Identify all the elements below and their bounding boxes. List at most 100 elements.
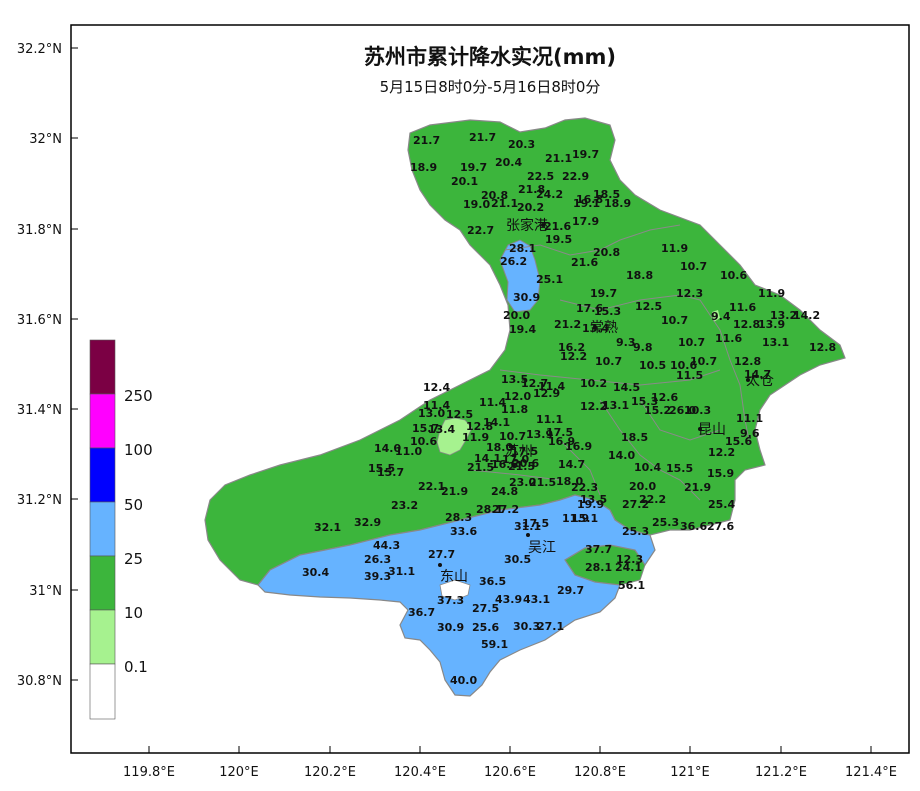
station-value: 13.2 <box>770 309 797 322</box>
station-value: 19.7 <box>460 161 487 174</box>
station-value: 24.2 <box>536 188 563 201</box>
station-value: 10.4 <box>634 461 661 474</box>
station-value: 44.3 <box>373 539 400 552</box>
legend-swatch-25-50 <box>89 501 116 557</box>
station-value: 21.9 <box>684 481 711 494</box>
station-value: 19.1 <box>573 197 600 210</box>
station-value: 13.5 <box>580 493 607 506</box>
station-value: 11.4 <box>538 380 565 393</box>
city-label-suzhou: 苏州 <box>505 444 533 460</box>
station-value: 40.0 <box>450 674 477 687</box>
station-value: 10.7 <box>595 355 622 368</box>
station-value: 22.2 <box>639 493 666 506</box>
lon-label: 120°E <box>219 765 259 780</box>
station-values: 21.7 21.720.318.9 19.7 20.4 21.1 19.720.1 22.5… <box>302 131 836 687</box>
station-value: 12.2 <box>580 400 607 413</box>
station-value: 11.8 <box>501 403 528 416</box>
lon-label: 120.8°E <box>574 765 626 780</box>
station-value: 12.0 <box>504 390 531 403</box>
station-value: 12.8 <box>809 341 836 354</box>
station-value: 12.6 <box>651 391 678 404</box>
station-value: 22.5 <box>527 170 554 183</box>
station-value: 43.9 <box>495 593 522 606</box>
station-value: 21.7 <box>413 134 440 147</box>
station-value: 12.5 <box>635 300 662 313</box>
station-value: 12.4 <box>423 381 450 394</box>
station-value: 30.3 <box>513 620 540 633</box>
station-value: 12.7 <box>521 377 548 390</box>
station-value: 19.9 <box>577 498 604 511</box>
station-value: 20.1 <box>451 175 478 188</box>
county-boundaries <box>469 224 751 501</box>
city-label-taicang: 太仓 <box>746 373 774 389</box>
station-value: 26.0 <box>669 404 696 417</box>
lat-label: 31.8°N <box>17 223 62 238</box>
station-value: 30.9 <box>513 291 540 304</box>
station-value: 22.3 <box>571 481 598 494</box>
lat-label: 31.4°N <box>17 403 62 418</box>
station-value: 21.1 <box>491 197 518 210</box>
legend-swatch-0-0.1 <box>89 663 116 720</box>
lon-ticks <box>148 746 872 753</box>
station-value: 13.1 <box>602 399 629 412</box>
lon-label: 120.4°E <box>394 765 446 780</box>
city-label-wujiang: 吴江 <box>528 540 556 556</box>
station-value: 10.5 <box>639 359 666 372</box>
lon-label: 121.2°E <box>755 765 807 780</box>
city-label-dongshan: 东山 <box>440 569 468 585</box>
lon-label: 120.2°E <box>304 765 356 780</box>
city-dot <box>541 223 545 227</box>
station-value: 13.4 <box>428 423 455 436</box>
legend-label: 100 <box>124 441 153 459</box>
lat-ticks <box>71 47 78 681</box>
station-value: 20.8 <box>481 189 508 202</box>
station-value: 30.5 <box>504 553 531 566</box>
map-title: 苏州市累计降水实况(mm) <box>364 45 616 69</box>
station-value: 20.0 <box>503 309 530 322</box>
station-value: 19.4 <box>509 323 536 336</box>
station-value: 26.3 <box>364 553 391 566</box>
lat-label: 31.6°N <box>17 313 62 328</box>
station-value: 25.1 <box>536 273 563 286</box>
city-dot <box>526 533 530 537</box>
station-value: 27.2 <box>622 498 649 511</box>
station-value: 9.4 <box>711 310 731 323</box>
city-dot <box>510 445 514 449</box>
station-value: 25.3 <box>652 516 679 529</box>
legend-swatch-10-25 <box>89 555 116 611</box>
station-value: 10.7 <box>680 260 707 273</box>
station-value: 9.8 <box>633 341 653 354</box>
station-value: 37.3 <box>437 594 464 607</box>
station-value: 27.2 <box>492 503 519 516</box>
station-value: 28.1 <box>476 503 503 516</box>
station-value: 10.7 <box>678 336 705 349</box>
station-value: 11.4 <box>479 396 506 409</box>
lat-label: 30.8°N <box>17 674 62 689</box>
region-0.1-10mm <box>436 417 473 456</box>
city-dot <box>593 325 597 329</box>
station-value: 17.9 <box>572 215 599 228</box>
station-value: 43.1 <box>523 593 550 606</box>
station-value: 14.0 <box>608 449 635 462</box>
station-value: 16.9 <box>565 440 592 453</box>
city-labels: 张家港 常熟 太仓 昆山 苏州 吴江 东山 <box>438 217 774 585</box>
station-value: 19.5 <box>545 233 572 246</box>
station-value: 36.6 <box>680 520 707 533</box>
station-value: 23.2 <box>391 499 418 512</box>
city-dot <box>698 427 702 431</box>
station-value: 13.1 <box>762 336 789 349</box>
station-value: 18.9 <box>604 197 631 210</box>
plot-frame <box>70 24 910 754</box>
station-value: 14.7 <box>744 368 771 381</box>
station-value: 15.1 <box>571 512 598 525</box>
station-value: 10.6 <box>720 269 747 282</box>
station-value: 14.0 <box>374 442 401 455</box>
station-value: 13.9 <box>526 428 553 441</box>
station-value: 12.2 <box>708 446 735 459</box>
legend-label: 50 <box>124 496 143 514</box>
station-value: 13.4 <box>582 322 609 335</box>
station-value: 12.3 <box>616 553 643 566</box>
station-value: 10.6 <box>410 435 437 448</box>
lat-label: 31°N <box>29 584 62 599</box>
